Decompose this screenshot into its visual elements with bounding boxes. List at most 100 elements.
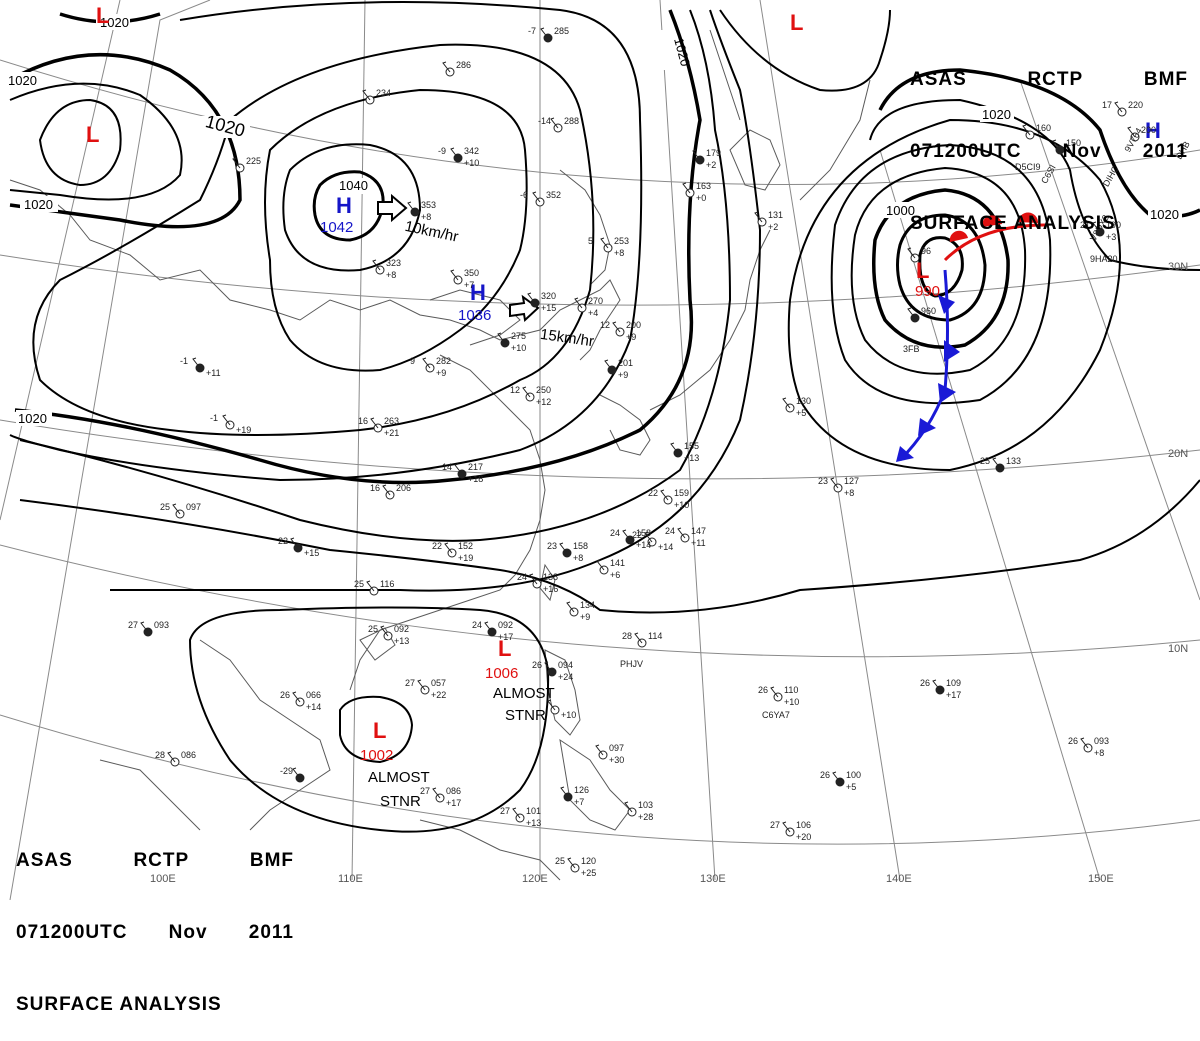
station-pressure: 200 <box>1141 125 1156 135</box>
station-plot: 25 116 <box>354 579 394 596</box>
warm-front-bump-2 <box>981 215 1002 227</box>
station-temperature: -1 <box>210 413 218 423</box>
station-plot: 353+8 <box>407 200 436 222</box>
station-plot: -9 342 +10 <box>438 146 479 168</box>
wind-barb <box>560 786 569 798</box>
longitude-label: 140E <box>886 873 912 885</box>
station-tendency: +14 <box>306 702 321 712</box>
fronts <box>896 212 1046 462</box>
station-temperature: -7 <box>528 26 536 36</box>
station-plot: -7 285 <box>528 26 569 43</box>
chart-title-bottom: ASAS RCTP BMF 071200UTC Nov 2011 SURFACE… <box>16 801 294 1041</box>
wind-barb <box>422 357 431 369</box>
wind-barb <box>547 699 556 711</box>
title-datetime: 071200UTC <box>16 922 128 943</box>
coastline-hainan <box>359 627 396 661</box>
station-tendency: +19 <box>458 553 473 563</box>
isobar-typhoon-6 <box>787 118 1121 472</box>
station-tendency: +10 <box>674 500 689 510</box>
station-temperature: 9 <box>410 356 415 366</box>
stationary-note-line1: ALMOST <box>368 769 430 786</box>
isobar-label: 1040 <box>339 178 368 193</box>
wind-barb <box>574 297 583 309</box>
station-tendency: +16 <box>543 584 558 594</box>
title-product: SURFACE ANALYSIS <box>16 994 222 1015</box>
station-pressure: 147 <box>691 526 706 536</box>
wind-barb <box>677 527 686 539</box>
station-plot: 130+5 <box>782 396 811 418</box>
wind-barb <box>595 744 604 756</box>
station-plot: -14 288 <box>538 116 579 133</box>
title-month: Nov <box>1062 141 1102 162</box>
station-plot: 270+4 <box>574 296 603 318</box>
station-tendency: +24 <box>558 672 573 682</box>
low-center-symbol: L <box>916 258 929 283</box>
coastline-philippines-south <box>559 738 631 831</box>
station-plot: 5 253 +8 <box>588 236 629 258</box>
wind-barb <box>444 542 453 554</box>
station-tendency: +14 <box>636 540 651 550</box>
wind-barb <box>624 801 633 813</box>
station-temperature: 28 <box>622 631 632 641</box>
cold-front-triangle-2 <box>944 340 960 362</box>
station-plot: 234 <box>362 88 391 105</box>
longitude-line-150e <box>879 149 1101 881</box>
station-plot: 22 +15 <box>278 536 319 558</box>
longitude-line-west <box>0 0 121 521</box>
station-pressure: 152 <box>458 541 473 551</box>
title-datetime: 071200UTC <box>910 141 1022 162</box>
station-plot: 097+30 <box>595 743 624 765</box>
station-tendency: +13 <box>684 453 699 463</box>
chart-background <box>0 0 1200 900</box>
coastline-bay <box>99 759 201 831</box>
station-plot: 27 086 +17 <box>420 786 461 808</box>
isobar-east-arc <box>719 9 891 92</box>
station-pressure: 130 <box>796 396 811 406</box>
cold-front-triangle-5 <box>896 446 914 462</box>
station-plot: 27 057 +22 <box>405 678 446 700</box>
station-pressure: 285 <box>554 26 569 36</box>
wind-barb <box>532 191 541 203</box>
isobar-high-ring2 <box>282 143 422 272</box>
station-tendency: +3 <box>1106 232 1116 242</box>
graticule-labels: 30N 20N 10N 100E 110E 120E 130E 140E 150… <box>150 261 1188 885</box>
wind-barb <box>497 332 506 344</box>
isobar-label: 1000 <box>886 203 915 218</box>
high-center-value: 1042 <box>320 219 353 236</box>
stationary-note-line1: ALMOST <box>493 685 555 702</box>
coastline-japan-hokkaido <box>729 129 781 191</box>
wind-barb <box>454 463 463 475</box>
station-tendency: +19 <box>236 425 251 435</box>
wind-barb <box>604 359 613 371</box>
station-temperature: 25 <box>368 624 378 634</box>
station-pressure: 100 <box>846 770 861 780</box>
isobar-high-ring4 <box>32 43 595 436</box>
isobar-high-ring3 <box>264 88 528 372</box>
isobar-south-1 <box>19 9 732 542</box>
movement-arrows <box>377 193 540 322</box>
station-pressure: 116 <box>380 579 394 589</box>
station-tendency: +7 <box>574 797 584 807</box>
cold-front-triangle-4 <box>918 418 936 436</box>
isobar-label: 1020 <box>24 197 53 212</box>
isobar-east-ring <box>869 98 1200 271</box>
low-center-value: 990 <box>915 283 940 300</box>
isobar-mid-west <box>9 82 183 201</box>
station-plot: 26 109 +17 <box>920 678 961 700</box>
latitude-line-20n <box>0 419 1200 480</box>
wind-barb <box>550 117 559 129</box>
station-plot: 24 138 +16 <box>517 572 558 594</box>
cold-front-triangle-3 <box>938 383 956 403</box>
wind-barb <box>417 679 426 691</box>
wind-barb <box>682 182 691 194</box>
station-pressure: 127 <box>844 476 859 486</box>
station-tendency: +14 <box>658 542 673 552</box>
station-tendency: +12 <box>536 397 551 407</box>
station-pressure: 057 <box>431 678 446 688</box>
wind-barb <box>290 537 299 549</box>
station-temperature: 24 <box>665 526 675 536</box>
station-temperature: 26 <box>758 685 768 695</box>
isobar-low-1002-inner <box>339 695 414 764</box>
longitude-line-140e <box>759 0 901 881</box>
